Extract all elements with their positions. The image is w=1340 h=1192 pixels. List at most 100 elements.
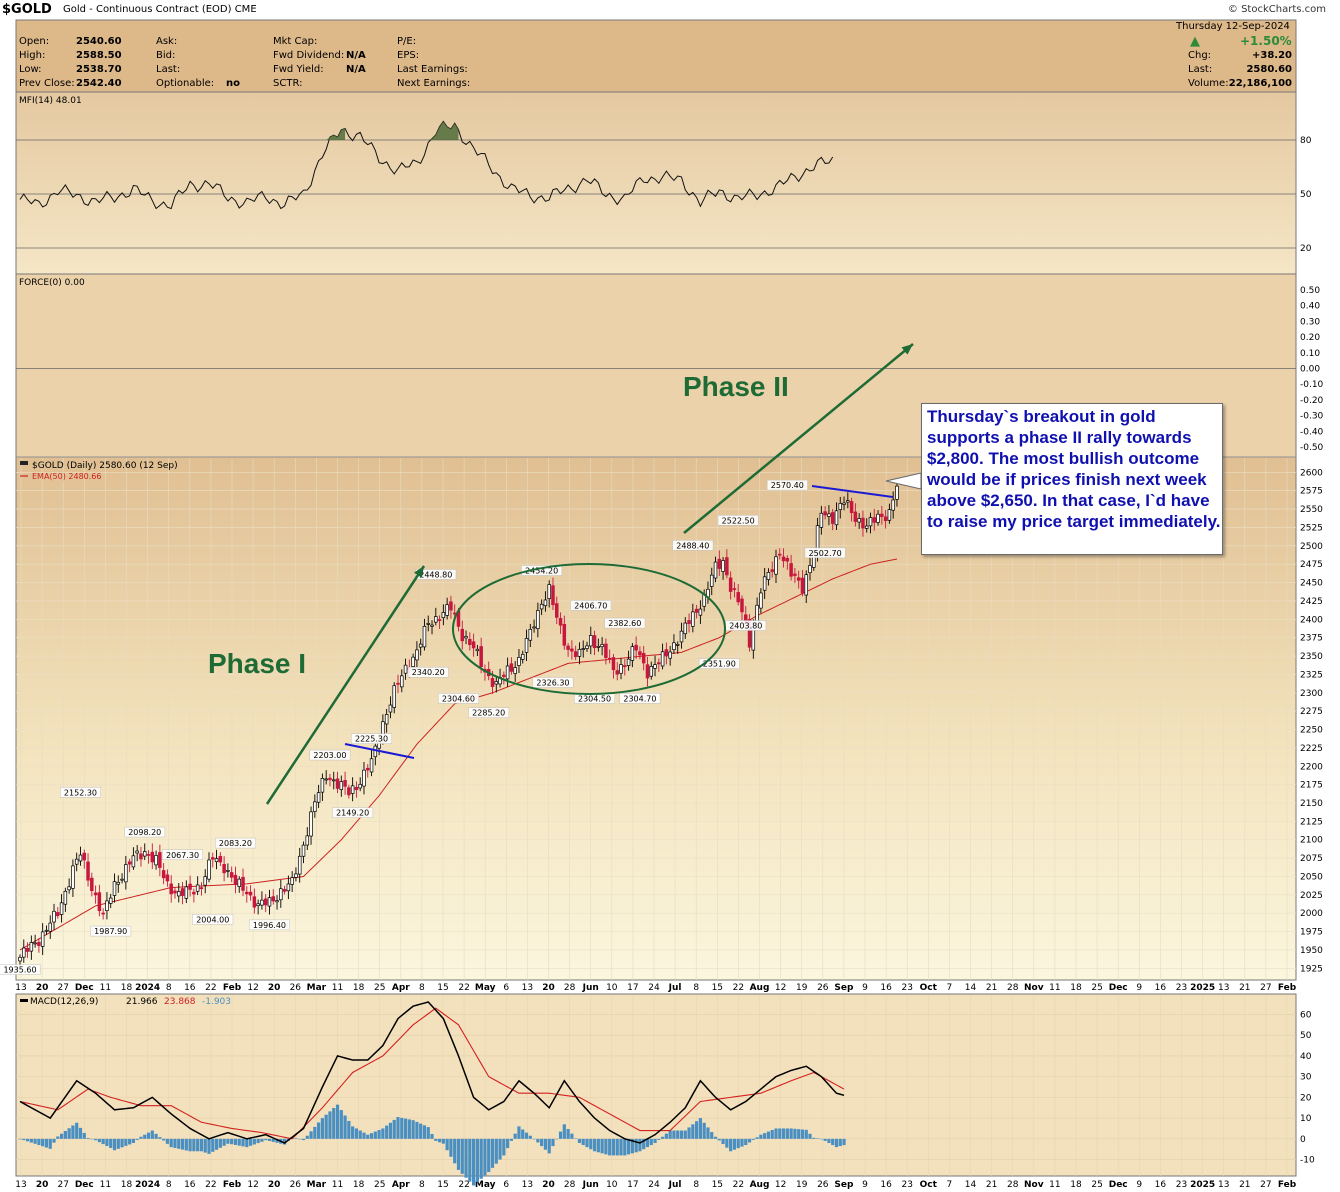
phase1-arrow-head	[414, 566, 424, 578]
macd-hist-bar	[676, 1130, 680, 1139]
price-label: 2403.80	[729, 622, 762, 631]
macd-hist-bar	[736, 1138, 740, 1149]
macd-hist-bar	[657, 1138, 661, 1140]
candle-body	[615, 670, 619, 675]
price-tick-label: 2125	[1300, 817, 1323, 827]
macd-hist-bar	[97, 1138, 101, 1143]
candle-body	[490, 678, 495, 687]
x-tick-label: Dec	[75, 1180, 94, 1190]
quote-right-label: Volume:	[1188, 78, 1229, 89]
x-tick-label: 28	[1007, 1180, 1019, 1190]
x-tick-label: 18	[121, 983, 133, 993]
macd-hist-bar	[687, 1127, 691, 1139]
macd-hist-bar	[630, 1138, 634, 1154]
quote-value: 2538.70	[76, 64, 122, 75]
candle-body	[44, 929, 49, 932]
quote-label: Prev Close:	[19, 78, 75, 89]
x-tick-label: 18	[353, 1180, 365, 1190]
candle-body	[664, 649, 669, 657]
macd-hist-bar	[124, 1138, 128, 1146]
macd-hist-bar	[180, 1138, 185, 1150]
macd-hist-bar	[691, 1124, 695, 1139]
x-tick-label: 13	[522, 983, 533, 993]
candle-body	[864, 525, 869, 529]
macd-hist-bar	[222, 1138, 226, 1146]
force-tick-label: -0.20	[1300, 396, 1324, 406]
price-tick-label: 2525	[1300, 523, 1323, 533]
macd-hist-bar	[320, 1118, 324, 1139]
macd-title: MACD(12,26,9)	[30, 997, 98, 1007]
candle-body	[267, 897, 272, 907]
candle-body	[634, 644, 638, 651]
candle-body	[199, 887, 204, 889]
quote-value: 2540.60	[76, 36, 122, 47]
candle-body	[573, 651, 578, 658]
x-tick-label: 12	[247, 1180, 258, 1190]
candle-body	[195, 884, 200, 892]
price-label-box	[532, 677, 574, 688]
macd-hist-bar	[513, 1133, 517, 1139]
macd-hist-bar	[248, 1138, 253, 1146]
candle-body	[649, 666, 654, 677]
macd-hist-bar	[781, 1128, 786, 1139]
candle-body	[120, 878, 124, 881]
phase2-arrow-shaft	[683, 343, 914, 534]
macd-hist-bar	[173, 1138, 177, 1148]
macd-hist-bar	[566, 1128, 570, 1139]
candle-body	[328, 777, 332, 781]
candle-body	[543, 599, 548, 607]
x-tick-label: Jun	[582, 1180, 599, 1190]
x-tick-label: 20	[36, 1180, 49, 1190]
x-tick-label: Oct	[920, 983, 938, 993]
candle-body	[819, 512, 824, 528]
candle-body	[657, 662, 661, 665]
force-tick-label: -0.30	[1300, 412, 1324, 422]
price-label-box	[619, 693, 661, 704]
macd-hist-bar	[67, 1128, 71, 1139]
macd-hist-bar	[528, 1135, 532, 1139]
candle-body	[282, 889, 287, 892]
price-tick-label: 2350	[1300, 652, 1323, 662]
x-tick-label: 15	[712, 983, 723, 993]
macd-hist-bar	[755, 1137, 759, 1139]
macd-hist-bar	[645, 1138, 650, 1148]
macd-hist-bar	[22, 1138, 26, 1141]
macd-hist-bar	[729, 1138, 733, 1152]
candle-body	[218, 855, 223, 863]
macd-hist-bar	[555, 1138, 559, 1140]
quote-label: High:	[19, 50, 46, 61]
x-tick-label: 13	[1218, 983, 1229, 993]
x-tick-label: 28	[1007, 983, 1019, 993]
x-tick-label: Aug	[750, 983, 770, 993]
quote-label: SCTR:	[273, 78, 303, 89]
x-tick-label: Dec	[1109, 983, 1128, 993]
x-tick-label: 6	[503, 983, 509, 993]
quote-date: Thursday 12-Sep-2024	[1176, 21, 1290, 32]
x-tick-label: Oct	[920, 1180, 938, 1190]
x-tick-label: 25	[374, 983, 385, 993]
price-tick-label: 2550	[1300, 505, 1323, 515]
price-label-box	[162, 849, 203, 861]
x-tick-label: Aug	[750, 1180, 770, 1190]
candle-body	[52, 910, 56, 923]
quote-label: Bid:	[156, 50, 176, 61]
candle-body	[37, 941, 41, 947]
macd-hist-bar	[135, 1138, 139, 1140]
candle-body	[392, 685, 396, 708]
force-tick-label: -0.50	[1300, 443, 1324, 453]
macd-hist-bar	[838, 1138, 842, 1147]
macd-hist-bar	[411, 1120, 415, 1139]
macd-hist-bar	[721, 1138, 725, 1145]
candle-body	[358, 783, 362, 789]
quote-right-value: +38.20	[1251, 50, 1292, 61]
candle-body	[891, 499, 895, 511]
macd-hist-bar	[29, 1138, 33, 1143]
candle-body	[290, 877, 294, 885]
mfi-title: MFI(14) 48.01	[19, 96, 82, 106]
macd-hist-bar	[713, 1136, 718, 1139]
candle-body	[872, 517, 877, 523]
candle-body	[445, 604, 449, 616]
candle-body	[354, 787, 359, 791]
candle-body	[774, 556, 778, 575]
price-tick-label: 2475	[1300, 560, 1323, 570]
